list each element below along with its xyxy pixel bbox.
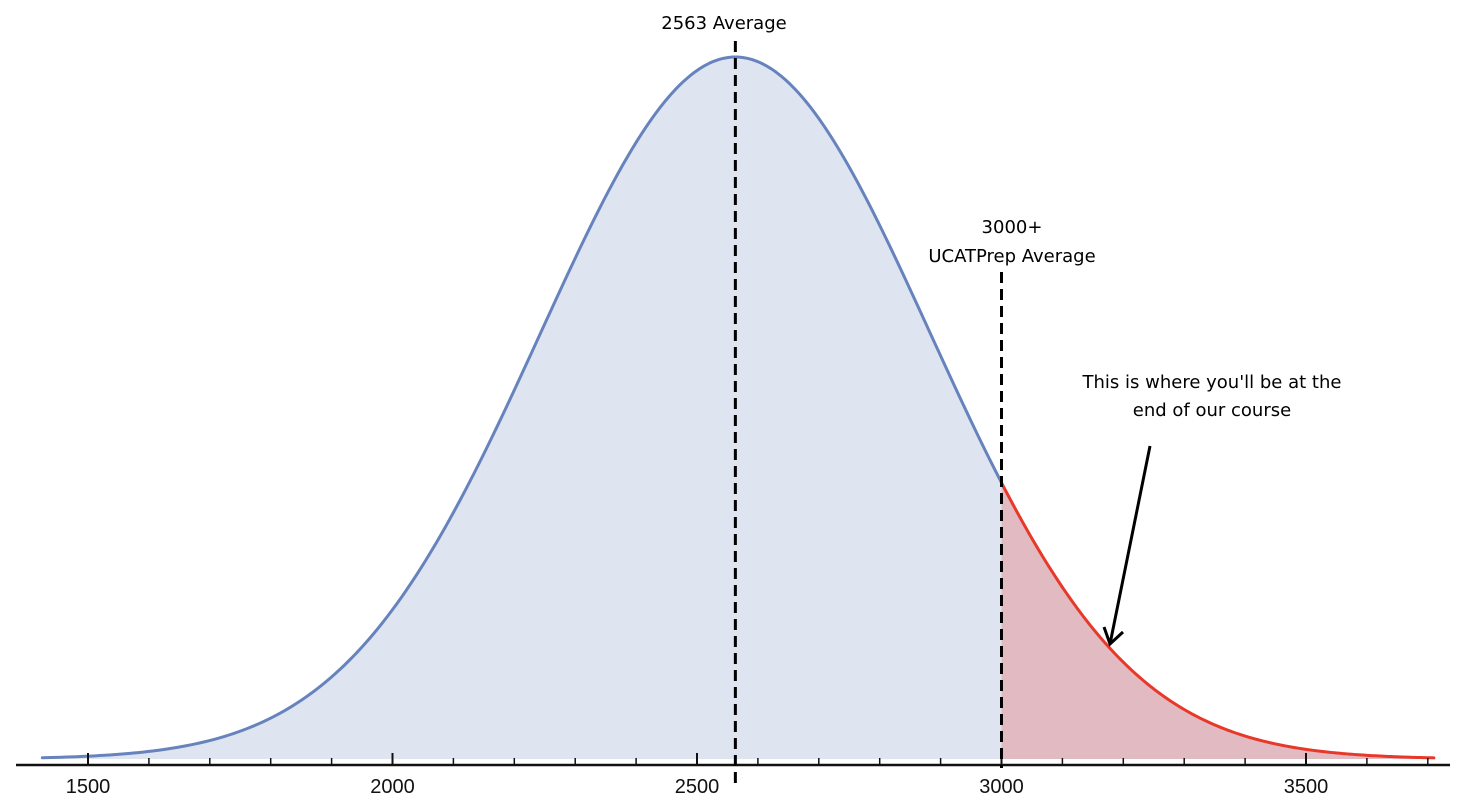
x-axis: 1500 2000 2500 3000 3500	[16, 753, 1450, 798]
distribution-areas	[42, 57, 1434, 760]
series-area-0	[42, 57, 1002, 760]
course-note-arrow	[1102, 445, 1152, 647]
prep-reference-label-line2: UCATPrep Average	[928, 246, 1095, 267]
course-note-line1: This is where you'll be at the	[1082, 372, 1342, 393]
arrow-shaft	[1108, 445, 1152, 645]
x-tick-label: 3000	[979, 776, 1024, 798]
distribution-curves	[40, 55, 1436, 760]
prep-reference-label-line1: 3000+	[982, 217, 1043, 238]
mean-reference-label: 2563 Average	[661, 13, 786, 34]
course-note-line2: end of our course	[1133, 400, 1291, 421]
x-tick-label: 2000	[370, 776, 415, 798]
x-tick-label: 3500	[1284, 776, 1329, 798]
series-area-1	[1001, 482, 1434, 759]
series-curve-1	[1000, 481, 1436, 760]
series-curve-0	[40, 55, 1003, 760]
reference-lines	[733, 41, 1003, 783]
arrow-head	[1102, 626, 1125, 647]
x-tick-label: 2500	[675, 776, 720, 798]
x-tick-label: 1500	[66, 776, 111, 798]
